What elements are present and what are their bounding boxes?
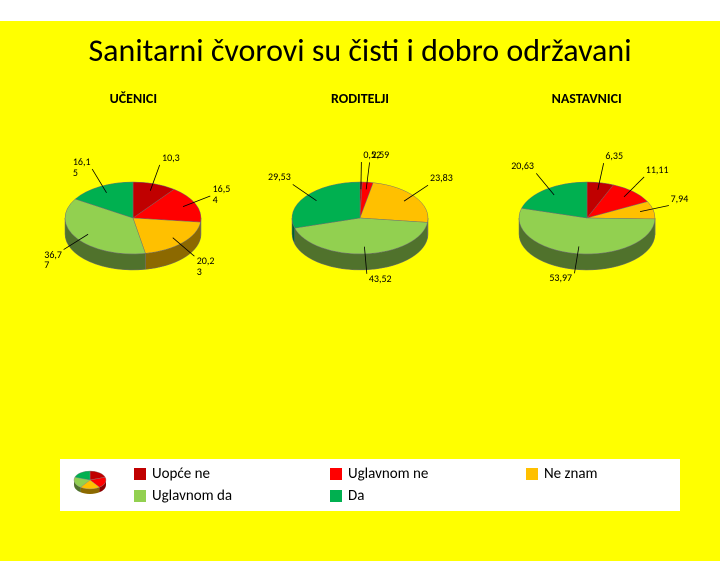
pie-value-label: 7,94 [671,194,689,205]
chart-column: NASTAVNICI 6,35 11,11 7,94 53,97 20,63 [473,90,700,329]
chart-column: UČENICI 10,3 16,54 20,23 36,77 16,15 [20,90,247,329]
legend-item: Uopće ne [134,465,314,483]
legend-label: Uglavnom da [152,487,232,505]
pie-chart: 0,522,5923,8343,5229,53 [255,119,465,329]
pie-value-label: 16,15 [73,157,91,178]
legend-label: Uopće ne [152,465,210,483]
legend-item: Uglavnom da [134,487,314,505]
slide-title: Sanitarni čvorovi su čisti i dobro održa… [0,21,720,68]
chart-heading: UČENICI [110,90,157,107]
pie-value-label: 53,97 [549,273,572,284]
pie-chart: 6,35 11,11 7,94 53,97 20,63 [482,119,692,329]
pie-value-label: 2,59 [372,150,390,161]
charts-row: UČENICI 10,3 16,54 20,23 36,77 16,15 RODITELJI… [0,90,720,329]
pie-value-label: 11,11 [646,165,669,176]
legend: Uopće ne Uglavnom ne Ne znam Uglavnom da Da [60,459,680,511]
pie-value-label: 16,54 [213,184,231,205]
chart-column: RODITELJI0,522,5923,8343,5229,53 [247,90,474,329]
legend-swatch [330,468,342,480]
legend-label: Uglavnom ne [348,465,428,483]
pie-value-label: 6,35 [605,151,623,162]
pie-value-label: 29,53 [268,172,291,183]
chart-heading: RODITELJI [331,90,389,107]
legend-swatch [134,490,146,502]
legend-swatch [330,490,342,502]
pie-value-label: 20,63 [511,161,534,172]
legend-item: Uglavnom ne [330,465,510,483]
legend-mini-pie [70,470,110,501]
slide-root: Sanitarni čvorovi su čisti i dobro održa… [0,21,720,561]
pie-value-label: 20,23 [197,256,215,277]
legend-swatch [526,468,538,480]
legend-label: Ne znam [544,465,598,483]
legend-items: Uopće ne Uglavnom ne Ne znam Uglavnom da Da [134,465,706,505]
legend-item: Da [330,487,510,505]
legend-swatch [134,468,146,480]
legend-item: Ne znam [526,465,706,483]
pie-value-label: 43,52 [369,274,392,285]
chart-heading: NASTAVNICI [552,90,622,107]
pie-value-label: 10,3 [162,153,180,164]
pie-value-label: 23,83 [430,173,453,184]
pie-chart: 10,3 16,54 20,23 36,77 16,15 [28,119,238,329]
legend-label: Da [348,487,364,505]
pie-value-label: 36,77 [44,250,62,271]
